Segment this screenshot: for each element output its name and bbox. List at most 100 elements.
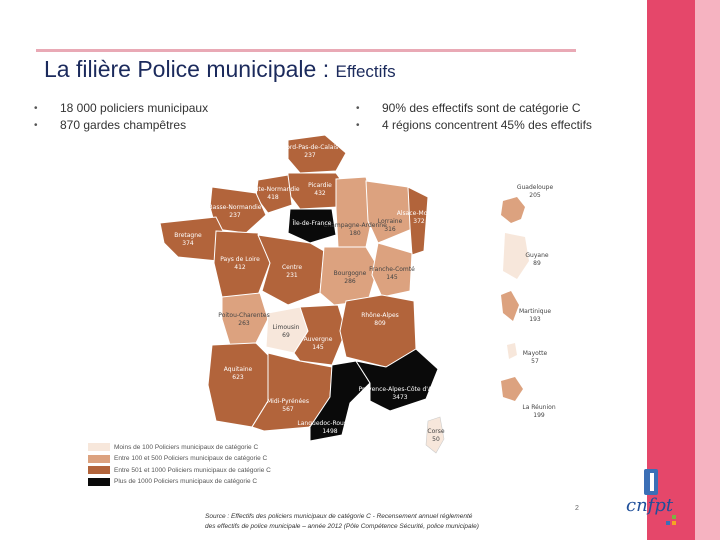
region-value: 286 xyxy=(344,278,356,285)
region-label: Pays de Loire xyxy=(220,256,260,263)
overseas-territories: Guadeloupe 205 Guyane 89 Martinique 193 … xyxy=(501,184,556,419)
region-value: 623 xyxy=(232,374,244,381)
region-centre xyxy=(257,234,325,306)
region-label: Basse-Normandie xyxy=(209,204,262,211)
overseas-shape-guyane xyxy=(503,233,529,279)
source-note: Source : Effectifs des policiers municip… xyxy=(205,512,479,532)
region-label: Picardie xyxy=(308,182,332,189)
region-value: 432 xyxy=(314,190,326,197)
region-label: Bourgogne xyxy=(334,270,367,277)
region-label: Corse xyxy=(427,428,444,435)
region-label: Nord-Pas-de-Calais xyxy=(282,144,338,151)
region-label: Île-de-France xyxy=(293,220,332,227)
legend-label: Entre 501 et 1000 Policiers municipaux d… xyxy=(114,466,271,474)
region-label: Poitou-Charentes xyxy=(218,312,269,319)
region-label: Champagne-Ardenne xyxy=(323,222,387,229)
region-value: 412 xyxy=(234,264,246,271)
map-legend: Moins de 100 Policiers municipaux de cat… xyxy=(88,442,271,488)
region-nord-pas-de-calais xyxy=(287,135,347,174)
region-value: 50 xyxy=(432,436,440,443)
legend-label: Moins de 100 Policiers municipaux de cat… xyxy=(114,443,259,451)
region-value: 237 xyxy=(304,152,316,159)
title-main: La filière Police municipale : xyxy=(44,56,330,82)
region-corse xyxy=(425,416,445,454)
legend-item: Moins de 100 Policiers municipaux de cat… xyxy=(88,442,271,452)
region-value: 374 xyxy=(182,240,194,247)
region-value: 69 xyxy=(282,332,290,339)
region-value: 3473 xyxy=(392,394,407,401)
overseas-value: 205 xyxy=(529,192,541,199)
region-label: Bretagne xyxy=(174,232,202,239)
bullet-item: 90% des effectifs sont de catégorie C xyxy=(356,100,592,117)
legend-label: Entre 100 et 500 Policiers municipaux de… xyxy=(114,455,268,462)
side-band-dark xyxy=(647,0,695,540)
region-franche-comte xyxy=(371,242,413,298)
region-label: Lorraine xyxy=(378,218,403,225)
region-value: 567 xyxy=(282,406,294,413)
overseas-shape-guadeloupe xyxy=(501,197,525,223)
region-value: 180 xyxy=(349,230,361,237)
source-line: Source : Effectifs des policiers municip… xyxy=(205,513,473,520)
bullet-list-left: 18 000 policiers municipaux 870 gardes c… xyxy=(34,100,208,134)
region-paca xyxy=(354,348,439,412)
region-label: Languedoc-Roussillon xyxy=(297,420,362,427)
region-value: 316 xyxy=(384,226,396,233)
region-value: 1498 xyxy=(322,428,337,435)
region-label: Midi-Pyrénées xyxy=(267,398,309,405)
region-value: 237 xyxy=(229,212,241,219)
bullet-item: 4 régions concentrent 45% des effectifs xyxy=(356,117,592,134)
legend-item: Entre 501 et 1000 Policiers municipaux d… xyxy=(88,465,271,475)
region-label: Centre xyxy=(282,264,302,271)
bullet-list-right: 90% des effectifs sont de catégorie C 4 … xyxy=(356,100,592,134)
cnfpt-logo: cnfpt xyxy=(626,469,676,525)
region-alsace-moselle xyxy=(407,186,429,256)
region-value: 145 xyxy=(386,274,398,281)
france-regions-map: Nord-Pas-de-Calais 237 Picardie 432 Haut… xyxy=(160,135,445,454)
overseas-value: 193 xyxy=(529,316,541,323)
side-band-light xyxy=(695,0,720,540)
overseas-value: 199 xyxy=(533,412,545,419)
region-label: Alsace-Moselle xyxy=(397,210,442,217)
region-value: 418 xyxy=(267,194,279,201)
bullet-item: 870 gardes champêtres xyxy=(34,117,208,134)
overseas-shape-reunion xyxy=(501,377,523,401)
region-label: Haute-Normandie xyxy=(246,186,300,193)
region-label: Provence-Alpes-Côte d'Azur xyxy=(359,386,442,393)
overseas-shape-martinique xyxy=(501,291,519,321)
region-value: 809 xyxy=(374,320,386,327)
region-ile-de-france xyxy=(287,208,337,244)
page-number: 2 xyxy=(575,505,579,512)
overseas-shape-mayotte xyxy=(507,343,517,359)
legend-item: Entre 100 et 500 Policiers municipaux de… xyxy=(88,454,271,464)
region-value: 145 xyxy=(312,344,324,351)
legend-label: Plus de 1000 Policiers municipaux de cat… xyxy=(114,478,258,485)
overseas-label: Guyane xyxy=(525,252,548,259)
region-lorraine xyxy=(365,180,413,244)
region-label: Aquitaine xyxy=(224,366,253,373)
legend-item: Plus de 1000 Policiers municipaux de cat… xyxy=(88,477,271,487)
overseas-label: Mayotte xyxy=(523,350,548,357)
overseas-value: 89 xyxy=(533,260,541,267)
region-auvergne xyxy=(293,304,347,366)
overseas-label: Martinique xyxy=(519,308,551,315)
region-poitou-charentes xyxy=(221,292,269,346)
title-underline xyxy=(36,49,576,52)
legend-swatch xyxy=(88,466,110,474)
page-title: La filière Police municipale : Effectifs xyxy=(44,56,396,83)
region-value: 231 xyxy=(286,272,298,279)
legend-swatch xyxy=(88,477,110,486)
title-sub: Effectifs xyxy=(335,62,396,81)
region-value: 372 xyxy=(413,218,425,225)
region-label: Rhône-Alpes xyxy=(361,312,399,319)
region-label: Franche-Comté xyxy=(369,266,415,273)
overseas-label: Guadeloupe xyxy=(517,184,554,191)
region-label: Limousin xyxy=(273,324,300,331)
region-label: Auvergne xyxy=(304,336,333,343)
overseas-label: La Réunion xyxy=(522,404,555,411)
legend-swatch xyxy=(88,454,110,463)
source-line: des effectifs de police municipale – ann… xyxy=(205,523,479,530)
logo-text: cnfpt xyxy=(626,495,674,516)
region-value: 263 xyxy=(238,320,250,327)
legend-swatch xyxy=(88,443,110,451)
bullet-item: 18 000 policiers municipaux xyxy=(34,100,208,117)
